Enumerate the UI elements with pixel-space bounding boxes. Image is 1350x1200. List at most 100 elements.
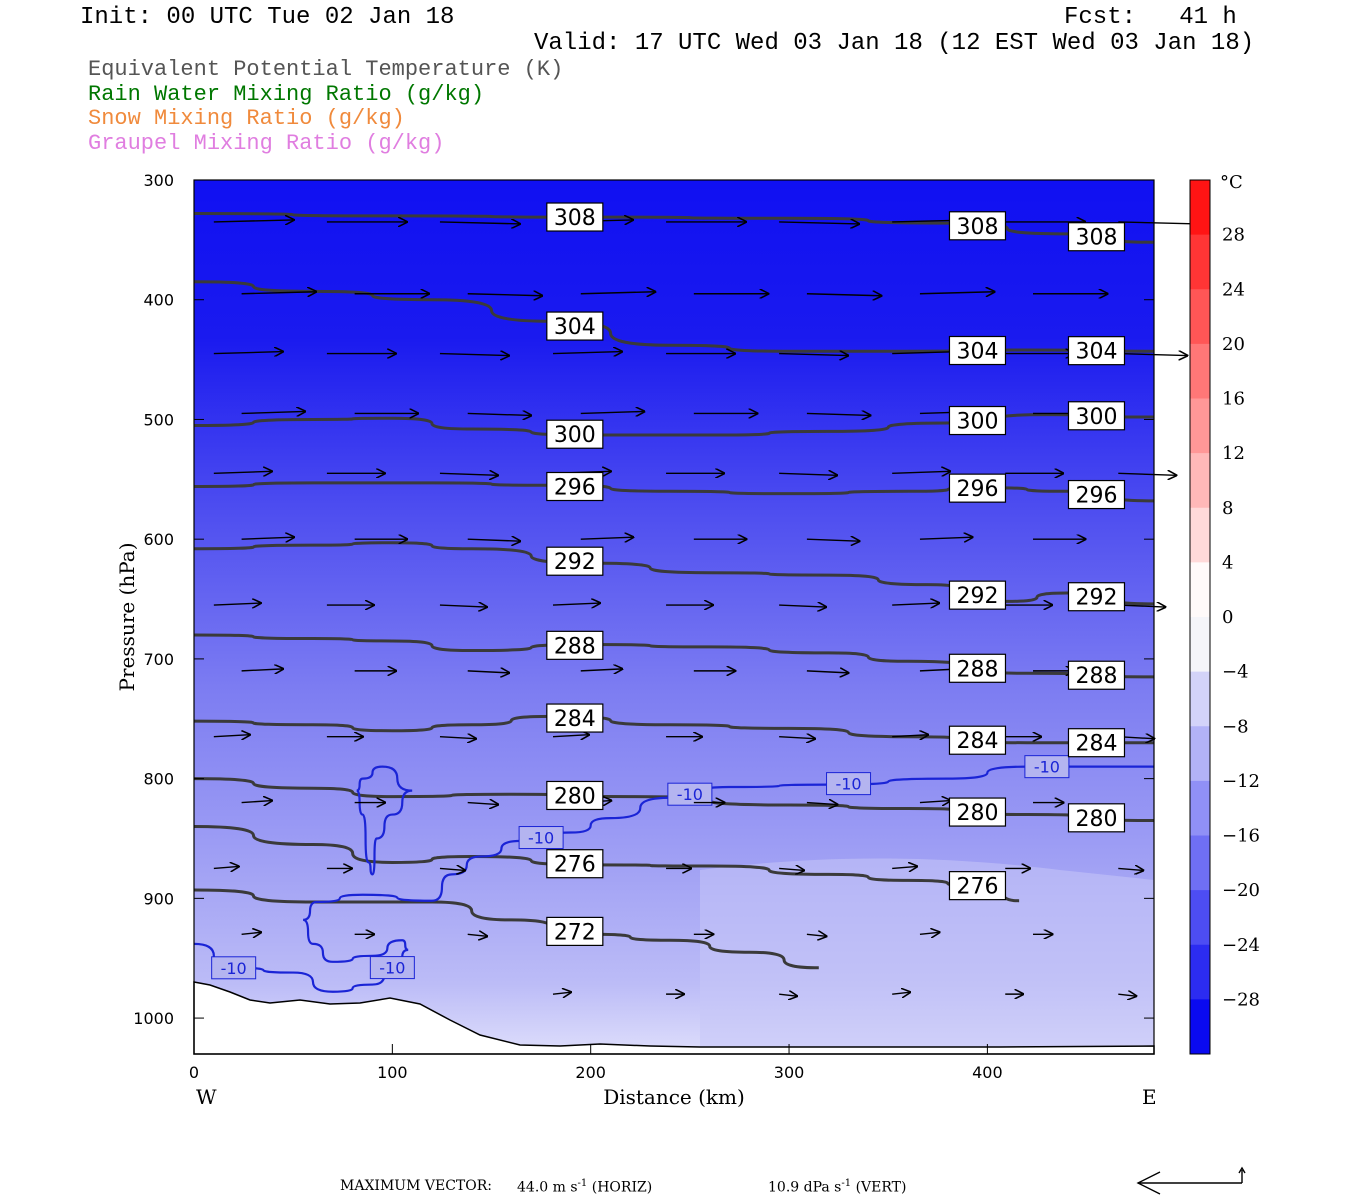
colorbar-tick-label: −20: [1222, 880, 1260, 901]
wind-vector: [467, 294, 543, 296]
temperature-contour-label: -10: [835, 775, 861, 794]
legend-snow: Snow Mixing Ratio (g/kg): [88, 106, 405, 131]
wind-vector: [580, 411, 645, 413]
theta-e-contour-label: 280: [1075, 807, 1117, 832]
temperature-label-box: [1024, 755, 1070, 779]
wind-vector: [779, 222, 859, 224]
colorbar-band: [1190, 617, 1210, 673]
wind-vector: [779, 994, 797, 996]
wind-vector: [213, 866, 239, 868]
wind-vector: [241, 411, 306, 413]
wind-vector: [580, 292, 656, 294]
contour-label-box: [546, 471, 604, 502]
theta-e-contour-label: 284: [956, 729, 998, 754]
contour-label-box: [1067, 582, 1126, 612]
colorbar-band: [1190, 671, 1210, 727]
wind-vector: [552, 603, 600, 605]
contour-label-box: [1067, 222, 1126, 252]
wind-vector: [213, 471, 272, 473]
colorbar-tick-label: 24: [1222, 279, 1245, 300]
theta-e-contour-label: 288: [554, 634, 596, 659]
wind-vector: [919, 932, 940, 934]
colorbar-band: [1190, 507, 1210, 563]
temperature-label-box: [369, 956, 415, 980]
wind-vector: [580, 669, 623, 671]
theta-e-contour-label: 308: [956, 215, 998, 240]
colorbar-tick-label: −4: [1222, 662, 1249, 683]
contour-label-box: [948, 653, 1007, 683]
theta-e-contour-label: 304: [554, 315, 596, 340]
wind-vector: [1118, 994, 1136, 996]
contour-label-box: [948, 871, 1007, 901]
y-tick-label: 800: [143, 770, 174, 789]
wind-vector: [552, 735, 589, 737]
colorbar-band: [1190, 398, 1210, 454]
wind-vector: [1118, 473, 1176, 475]
colorbar-frame: [1189, 179, 1211, 1055]
x-tick-label: 200: [575, 1063, 606, 1082]
contour-label-box: [546, 780, 604, 811]
colorbar-tick-label: 20: [1222, 334, 1245, 355]
colorbar-tick-label: −12: [1222, 771, 1260, 792]
theta-e-contour-label: 296: [554, 475, 596, 500]
contour-label-box: [948, 211, 1007, 241]
wind-vector: [580, 537, 634, 539]
theta-e-contour-label: 288: [1075, 664, 1117, 689]
colorbar-tick-label: 4: [1222, 552, 1233, 573]
theta-e-contour-276: [193, 825, 1020, 903]
theta-e-contour-label: 304: [956, 340, 998, 365]
contour-label-box: [1067, 728, 1126, 758]
x-tick-label: 300: [774, 1063, 805, 1082]
contour-label-box: [1067, 479, 1126, 510]
theta-e-contour-label: 300: [956, 410, 998, 435]
plot-frame: [193, 179, 1155, 1055]
wind-vector: [439, 473, 498, 475]
terrain: [193, 981, 1155, 1055]
wind-vector: [241, 537, 295, 539]
wind-vector: [779, 737, 815, 739]
legend-graupel: Graupel Mixing Ratio (g/kg): [88, 131, 445, 156]
colorbar-band: [1190, 835, 1210, 891]
colorbar-tick-label: 28: [1222, 225, 1245, 246]
wind-vector: [467, 803, 499, 805]
contour-label-box: [546, 849, 604, 879]
colorbar-tick-label: 8: [1222, 498, 1233, 519]
wind-vector: [919, 801, 951, 803]
theta-e-contour-label: 288: [956, 657, 998, 682]
theta-e-contour-label: 280: [554, 784, 596, 809]
temperature-contour-label: -10: [1034, 758, 1060, 777]
contour-label-box: [1067, 660, 1126, 690]
x-axis-west-label: W: [196, 1085, 217, 1109]
colorbar-band: [1190, 726, 1210, 782]
theta-e-contour-label: 300: [1075, 405, 1117, 430]
wind-vector: [439, 605, 487, 607]
wind-vector: [467, 934, 488, 936]
legend-theta-e: Equivalent Potential Temperature (K): [88, 57, 564, 82]
wind-vector: [779, 868, 804, 870]
colorbar-band: [1190, 180, 1210, 236]
temperature-contour-label: -10: [677, 785, 703, 804]
wind-vector: [241, 932, 262, 934]
theta-e-contour-label: 284: [554, 707, 596, 732]
wind-vector: [213, 352, 283, 354]
wind-vector: [779, 354, 848, 356]
wind-vector: [1118, 222, 1198, 224]
temperature-label-box: [826, 772, 872, 796]
x-axis-title: Distance (km): [603, 1085, 745, 1109]
contour-label-box: [546, 630, 604, 660]
colorbar-tick-label: 12: [1222, 443, 1245, 464]
colorbar-tick-label: 0: [1222, 607, 1233, 628]
colorbar-band: [1190, 453, 1210, 509]
colorbar-band: [1190, 890, 1210, 946]
wind-vector: [779, 605, 826, 607]
wind-vector: [806, 413, 871, 415]
wind-vector: [779, 473, 837, 475]
wind-vector: [439, 737, 476, 739]
wind-vector: [213, 735, 250, 737]
contour-label-box: [546, 311, 604, 341]
y-tick-label: 900: [143, 889, 174, 908]
wind-vector: [919, 292, 995, 294]
colorbar-band: [1190, 289, 1210, 345]
x-tick-label: 100: [377, 1063, 408, 1082]
wind-vector: [552, 352, 622, 354]
